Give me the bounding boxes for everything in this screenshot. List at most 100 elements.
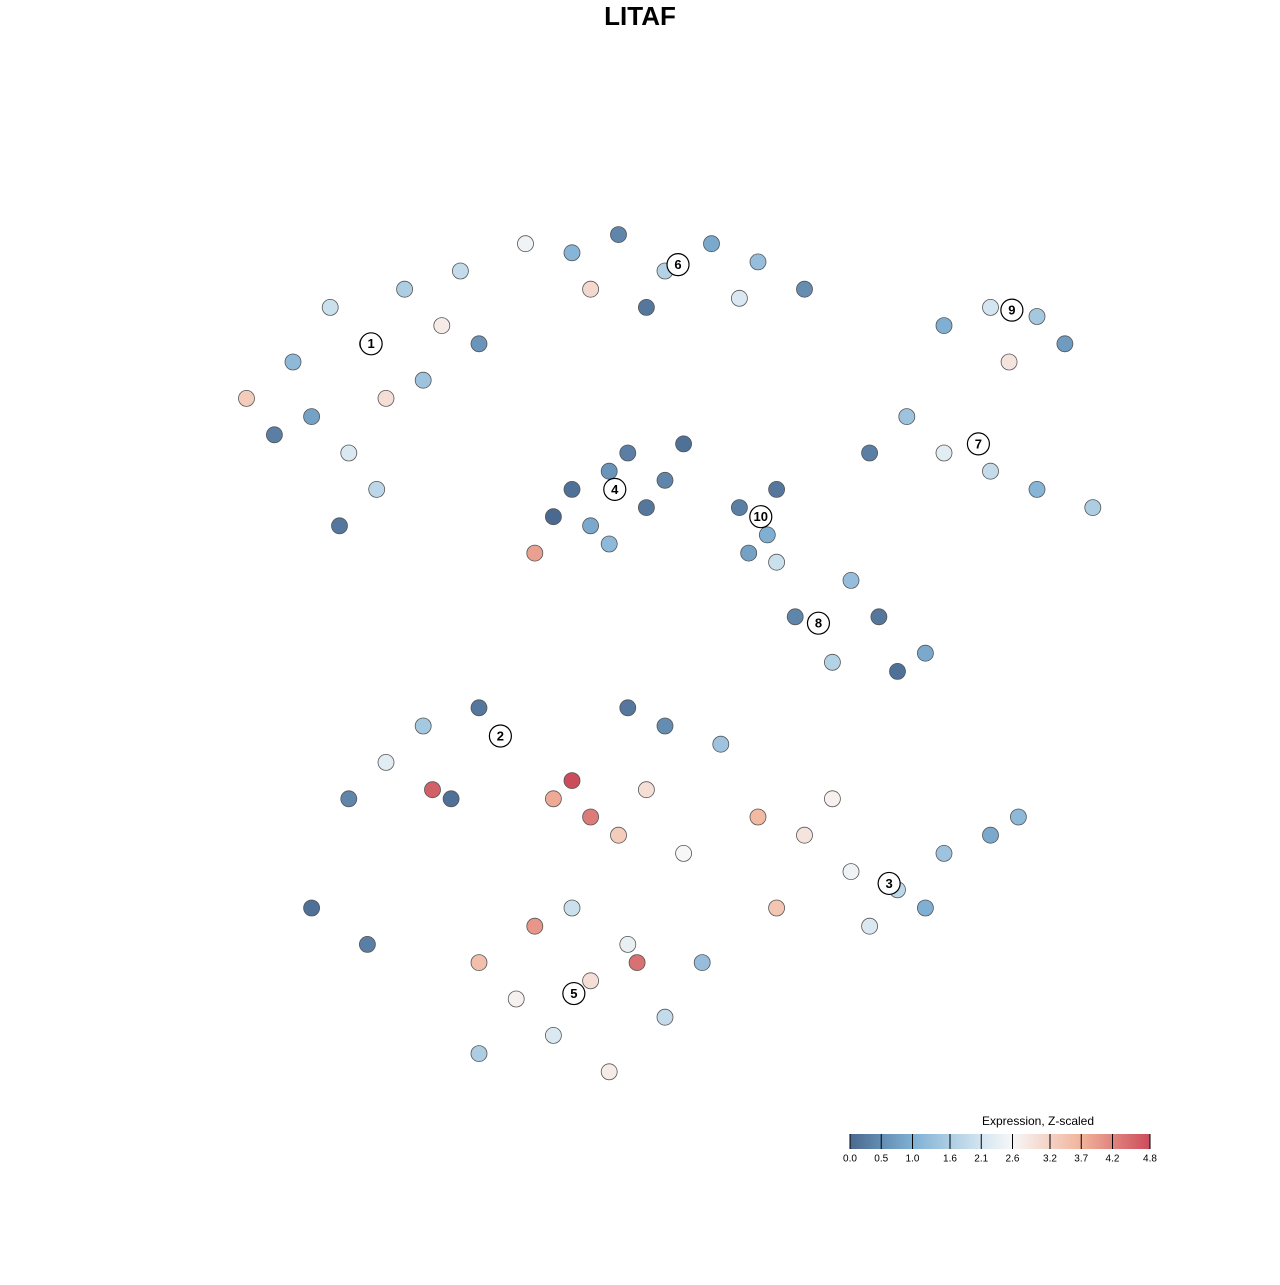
point	[768, 899, 785, 917]
point	[675, 845, 692, 862]
point	[321, 298, 339, 316]
point	[935, 444, 953, 462]
point	[619, 699, 637, 717]
cluster-badge	[488, 724, 512, 748]
colorbar-tick-label: 0.0	[843, 1154, 857, 1165]
point	[303, 899, 321, 917]
point	[340, 444, 358, 462]
cluster-badge	[603, 477, 627, 501]
point	[563, 772, 581, 789]
point	[600, 462, 618, 480]
point	[917, 644, 934, 662]
cluster-label: 10	[754, 509, 768, 524]
point	[1010, 808, 1027, 826]
point	[610, 226, 627, 244]
cluster-badge	[1000, 298, 1024, 322]
point	[331, 517, 348, 535]
point	[368, 480, 386, 498]
point	[1028, 308, 1046, 325]
point	[889, 663, 906, 680]
point	[424, 781, 441, 799]
point	[433, 317, 451, 335]
cluster-badge	[749, 505, 773, 529]
point	[675, 435, 692, 453]
chart-title: LITAF	[604, 1, 676, 31]
point	[582, 280, 599, 298]
point	[582, 972, 599, 990]
point	[768, 480, 785, 498]
point	[758, 526, 776, 544]
point	[470, 1045, 488, 1062]
cluster-label: 9	[1008, 303, 1015, 318]
point	[982, 298, 999, 316]
point	[842, 572, 860, 589]
point	[712, 735, 730, 753]
cluster-label: 4	[611, 482, 619, 497]
cluster-badge	[359, 332, 383, 356]
point	[1084, 499, 1102, 517]
colorbar-tick-label: 4.2	[1106, 1154, 1120, 1165]
cluster-badge	[666, 253, 690, 277]
point	[749, 253, 767, 271]
point	[796, 826, 813, 844]
point	[526, 544, 544, 562]
cluster-badge	[966, 432, 991, 456]
point	[303, 408, 321, 426]
point	[414, 371, 432, 389]
point	[517, 235, 534, 253]
colorbar-tick-label: 1.6	[943, 1154, 957, 1165]
colorbar-tick-label: 0.5	[874, 1154, 888, 1165]
point	[870, 608, 888, 626]
cluster-label: 6	[674, 257, 681, 272]
point	[619, 936, 637, 953]
point	[628, 954, 646, 971]
point	[656, 717, 674, 735]
point	[656, 471, 674, 489]
point	[545, 790, 562, 808]
cluster-label: 8	[815, 616, 822, 631]
cluster-label: 7	[975, 436, 982, 451]
point	[545, 1027, 562, 1044]
point	[470, 954, 488, 971]
point	[1028, 480, 1046, 498]
point	[842, 863, 860, 880]
cluster-label: 5	[570, 986, 577, 1001]
colorbar	[850, 1134, 1150, 1149]
colorbar-tick-label: 3.2	[1043, 1154, 1057, 1165]
point	[749, 808, 767, 826]
point	[982, 826, 999, 844]
point	[898, 408, 916, 426]
colorbar-tick-label: 2.1	[974, 1154, 988, 1165]
colorbar-tick-label: 4.8	[1143, 1154, 1157, 1165]
point	[507, 990, 525, 1008]
point	[824, 653, 841, 671]
cluster-label: 2	[497, 728, 504, 743]
point	[340, 790, 358, 808]
point	[545, 508, 562, 526]
colorbar-tick-label: 2.6	[1006, 1154, 1020, 1165]
point	[1056, 335, 1074, 353]
point	[377, 754, 395, 771]
point	[638, 781, 655, 799]
point	[731, 499, 748, 517]
point	[582, 517, 599, 535]
point	[563, 244, 581, 262]
cluster-badge	[806, 611, 831, 635]
point	[796, 280, 813, 298]
point	[982, 462, 999, 480]
point	[563, 480, 581, 498]
point	[414, 717, 432, 735]
point	[442, 790, 460, 808]
point	[451, 262, 469, 280]
colorbar-title: Expression, Z-scaled	[982, 1114, 1094, 1128]
point	[526, 917, 544, 935]
point	[600, 535, 618, 553]
colorbar-tick-label: 1.0	[906, 1154, 920, 1165]
colorbar-tick-label: 3.7	[1074, 1154, 1088, 1165]
point	[703, 235, 720, 253]
point	[396, 280, 414, 298]
point	[358, 936, 376, 953]
point	[861, 917, 878, 935]
point	[768, 553, 785, 571]
